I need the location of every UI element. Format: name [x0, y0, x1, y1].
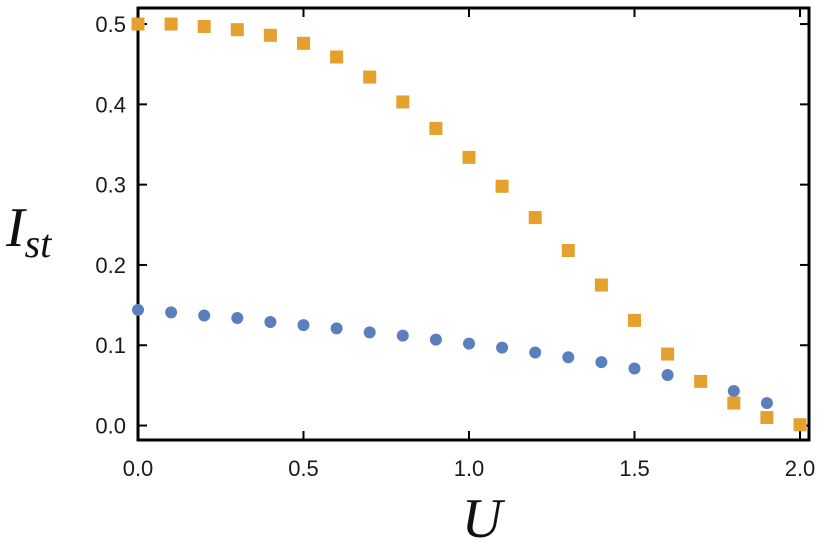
square-data-point	[495, 179, 509, 193]
square-data-point	[330, 50, 344, 64]
square-data-point	[561, 243, 575, 257]
square-data-point	[429, 121, 443, 135]
circle-data-point	[363, 326, 376, 339]
circle-data-point	[264, 315, 277, 328]
x-tick-label: 0.0	[123, 456, 154, 481]
circle-data-point	[661, 368, 674, 381]
circle-data-point	[429, 333, 442, 346]
square-data-point	[594, 278, 608, 292]
square-data-point	[760, 411, 774, 425]
circle-data-point	[595, 356, 608, 369]
square-data-point	[230, 23, 244, 37]
x-tick-label: 0.5	[288, 456, 319, 481]
square-data-point	[628, 313, 641, 327]
square-data-point	[694, 374, 708, 388]
y-tick-label: 0.2	[95, 253, 126, 278]
y-axis-title-subscript: st	[25, 221, 53, 266]
x-tick-label: 2.0	[785, 456, 816, 481]
square-data-point	[528, 211, 542, 225]
x-tick-label: 1.0	[454, 456, 485, 481]
circle-data-point	[463, 337, 475, 350]
circle-data-point	[628, 362, 641, 375]
x-tick-label: 1.5	[619, 456, 650, 481]
circle-data-point	[760, 397, 773, 410]
circle-data-point	[562, 351, 575, 364]
y-tick-label: 0.4	[95, 92, 126, 117]
circle-data-point	[727, 385, 740, 398]
x-axis-title: U	[462, 488, 506, 550]
circle-data-point	[396, 329, 409, 342]
square-data-point	[197, 19, 211, 33]
circle-data-point	[165, 306, 178, 319]
circle-data-point	[496, 341, 509, 354]
square-data-point	[727, 396, 741, 410]
y-tick-label: 0.0	[95, 414, 126, 439]
y-tick-label: 0.1	[95, 333, 126, 358]
square-data-point	[396, 95, 410, 109]
square-data-point	[164, 17, 178, 31]
tick-group	[137, 8, 809, 440]
circle-data-point	[529, 346, 542, 359]
circle-data-point	[198, 309, 211, 322]
circle-data-point	[330, 322, 343, 335]
y-axis-title-main: I	[5, 197, 27, 259]
y-tick-label: 0.5	[95, 12, 126, 37]
plot-frame	[136, 6, 811, 442]
data-points-group	[131, 17, 807, 432]
square-data-point	[462, 150, 476, 164]
square-data-point	[363, 70, 377, 84]
tick-label-group: 0.0 0.5 1.0 1.5 2.0 0.0 0.1 0.2 0.3 0.4 0.5	[95, 12, 815, 481]
square-data-point	[661, 347, 675, 361]
circle-data-point	[297, 319, 310, 332]
square-data-point	[297, 36, 310, 50]
square-data-point	[793, 418, 807, 432]
circle-data-point	[231, 311, 244, 324]
y-axis-title: Ist	[5, 197, 52, 266]
square-data-point	[263, 28, 277, 42]
square-data-point	[131, 17, 145, 31]
y-tick-label: 0.3	[95, 173, 126, 198]
circle-data-point	[132, 303, 144, 316]
